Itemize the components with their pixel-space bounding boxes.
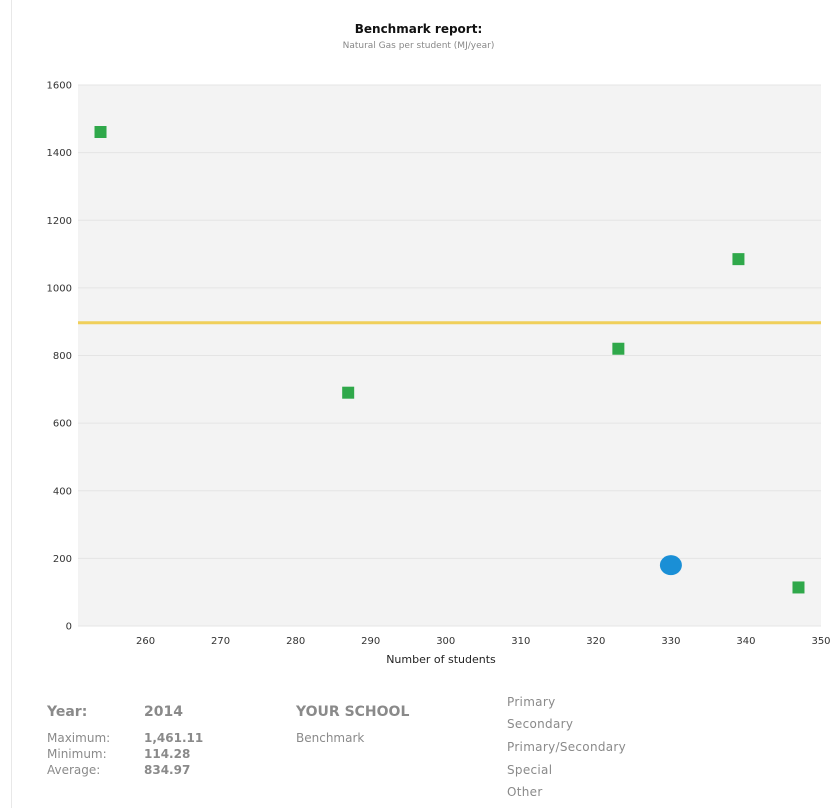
x-tick-label: 340 xyxy=(736,636,755,647)
your-school-label[interactable]: YOUR SCHOOL xyxy=(296,704,410,720)
x-axis-title: Number of students xyxy=(386,653,496,666)
x-tick-label: 330 xyxy=(661,636,680,647)
minimum-value: 114.28 xyxy=(144,747,191,761)
average-label: Average: xyxy=(47,763,101,777)
benchmark-school-point[interactable] xyxy=(732,253,745,266)
category-secondary[interactable]: Secondary xyxy=(507,717,574,731)
chart-title: Benchmark report: xyxy=(354,22,483,36)
y-tick-label: 600 xyxy=(53,419,72,430)
y-tick-label: 1600 xyxy=(47,81,72,92)
benchmark-label[interactable]: Benchmark xyxy=(296,731,365,745)
year-label: Year: xyxy=(47,704,88,720)
x-tick-label: 270 xyxy=(211,636,230,647)
year-value: 2014 xyxy=(144,704,183,720)
x-tick-label: 350 xyxy=(811,636,830,647)
x-tick-label: 320 xyxy=(586,636,605,647)
x-tick-label: 290 xyxy=(361,636,380,647)
y-tick-label: 400 xyxy=(53,486,72,497)
y-tick-label: 1400 xyxy=(47,148,72,159)
benchmark-school-point[interactable] xyxy=(342,386,355,399)
x-tick-label: 260 xyxy=(136,636,155,647)
average-value: 834.97 xyxy=(144,763,191,777)
y-tick-label: 200 xyxy=(53,554,72,565)
category-other[interactable]: Other xyxy=(507,785,543,799)
scatter-chart: 0 200 400 600 800 1000 1200 1400 1600 260 270 280 2… xyxy=(47,81,831,667)
chart-subtitle: Natural Gas per student (MJ/year) xyxy=(342,41,495,51)
page-frame-line xyxy=(11,0,12,808)
y-tick-label: 800 xyxy=(53,351,72,362)
x-tick-label: 280 xyxy=(286,636,305,647)
maximum-value: 1,461.11 xyxy=(144,731,204,745)
y-tick-label: 0 xyxy=(66,622,72,633)
y-tick-label: 1200 xyxy=(47,216,72,227)
x-tick-label: 300 xyxy=(436,636,455,647)
benchmark-school-point[interactable] xyxy=(792,581,805,594)
x-tick-label: 310 xyxy=(511,636,530,647)
benchmark-school-point[interactable] xyxy=(94,125,107,138)
maximum-label: Maximum: xyxy=(47,731,111,745)
category-primary[interactable]: Primary xyxy=(507,695,556,709)
minimum-label: Minimum: xyxy=(47,747,107,761)
benchmark-school-point[interactable] xyxy=(612,342,625,355)
your-school-point[interactable] xyxy=(659,555,682,576)
category-primary-secondary[interactable]: Primary/Secondary xyxy=(507,740,627,754)
category-special[interactable]: Special xyxy=(507,763,553,777)
y-tick-label: 1000 xyxy=(47,283,72,294)
